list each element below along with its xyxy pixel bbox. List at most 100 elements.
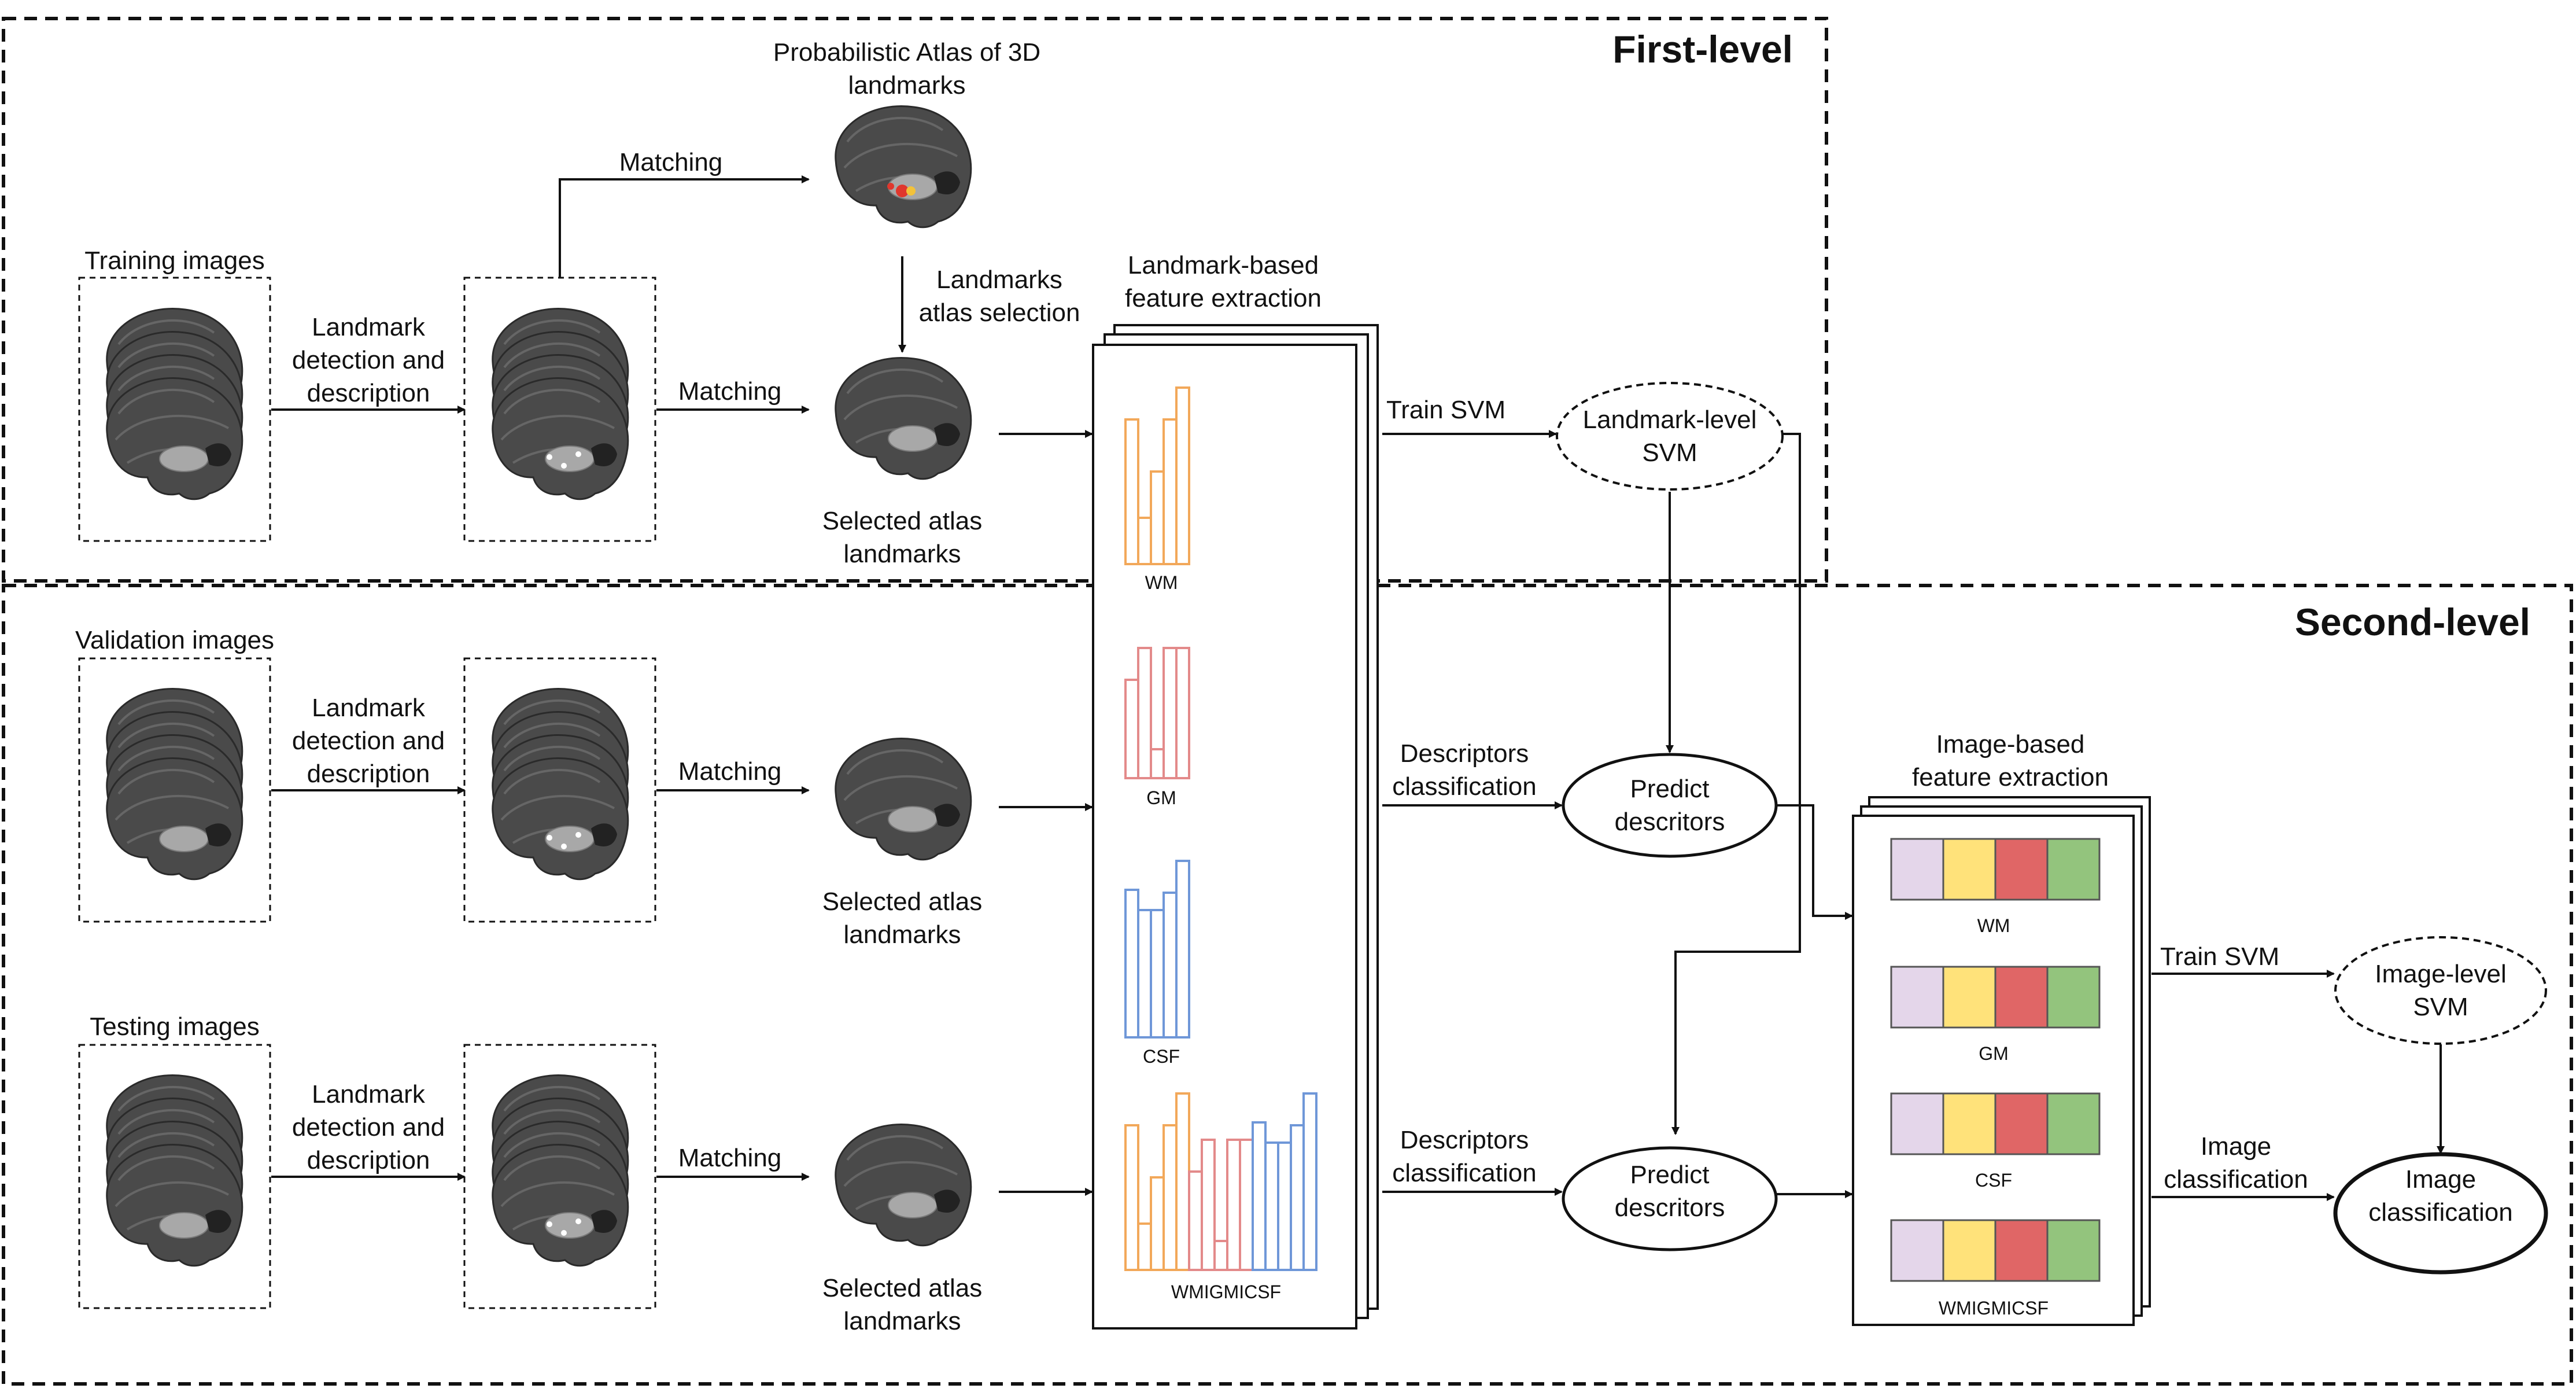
image-feature-bar-segment <box>1890 1219 1944 1282</box>
image-feature-bar-segment <box>1994 1092 2049 1155</box>
validation-images-label: Validation images <box>75 626 275 654</box>
image-feature-bar-segment <box>1890 1092 1944 1155</box>
selected-atlas-label-2: Selected atlas landmarks <box>822 888 983 949</box>
selected-atlas-label-1: Selected atlas landmarks <box>822 507 983 568</box>
validation-landmark-box <box>463 657 656 923</box>
atlas-landmark-point <box>887 183 894 190</box>
histogram-bar-combined-csf <box>1290 1124 1305 1271</box>
matching-label-3: Matching <box>678 1144 782 1172</box>
histogram-bar-combined-gm <box>1226 1139 1241 1271</box>
histogram-layer <box>1124 386 1317 1271</box>
histogram-label-wm: WM <box>1145 572 1178 593</box>
image-feature-bar-segment <box>2046 1219 2101 1282</box>
training-images-label: Training images <box>84 246 265 275</box>
image-feature-bar-segment <box>1942 1219 1996 1282</box>
histogram-bar-csf <box>1162 892 1178 1039</box>
atlas-brain <box>834 105 972 229</box>
predict-descriptors-node-1 <box>1562 753 1778 858</box>
histogram-label-csf: CSF <box>1143 1046 1180 1067</box>
landmark-detection-label-3: Landmark detection and description <box>291 1080 445 1174</box>
selected-atlas-brain-3 <box>834 1123 972 1247</box>
image-feature-bar-segment <box>2046 838 2101 901</box>
histogram-bar-wm <box>1150 470 1165 565</box>
selected-atlas-label-3: Selected atlas landmarks <box>822 1274 983 1335</box>
train-svm-label-1: Train SVM <box>1386 396 1506 424</box>
image-feature-bar-segment <box>1994 838 2049 901</box>
feature-bar-layer <box>1890 838 2101 1282</box>
matching-label-atlas: Matching <box>619 148 723 176</box>
landmarks-atlas-selection-label: Landmarks atlas selection <box>918 266 1080 327</box>
training-images-box <box>78 277 271 542</box>
image-feature-bar-segment <box>1942 1092 1996 1155</box>
predict-descriptors-label-1: Predict descritors <box>1614 775 1725 836</box>
histogram-bar-csf <box>1150 909 1165 1039</box>
image-feature-label-wm: WM <box>1977 915 2010 936</box>
histogram-bar-gm <box>1175 647 1190 779</box>
image-feature-bar-segment <box>1994 966 2049 1029</box>
histogram-bar-wm <box>1124 418 1139 565</box>
landmark-points <box>547 451 581 1236</box>
testing-brain-stack <box>107 1075 242 1265</box>
histogram-bar-combined-wm <box>1137 1222 1152 1271</box>
image-feature-bar-segment <box>2046 1092 2101 1155</box>
image-feature-bar-segment <box>1994 1219 2049 1282</box>
image-feature-bar-segment <box>1942 966 1996 1029</box>
histogram-label-gm: GM <box>1146 787 1176 808</box>
matching-label-1: Matching <box>678 377 782 406</box>
image-feature-bar-segment <box>1942 838 1996 901</box>
histogram-bar-gm <box>1137 647 1152 779</box>
image-feature-label-gm: GM <box>1979 1043 2009 1064</box>
landmark-level-svm-node <box>1556 382 1784 491</box>
histogram-bar-csf <box>1137 909 1152 1039</box>
histogram-bar-combined-csf <box>1252 1121 1267 1271</box>
image-feature-label-csf: CSF <box>1975 1170 2012 1191</box>
image-classification-edge-label: Image classification <box>2164 1132 2308 1194</box>
image-svm-label: Image-level SVM <box>2375 960 2507 1021</box>
landmark-detection-label-1: Landmark detection and description <box>291 313 445 407</box>
atlas-title: Probabilistic Atlas of 3D landmarks <box>773 38 1041 100</box>
selected-atlas-brain-1 <box>834 356 972 480</box>
validation-images-box <box>78 657 271 923</box>
image-level-svm-node <box>2334 936 2547 1045</box>
atlas-landmark-point <box>906 186 916 196</box>
image-classification-node <box>2333 1152 2548 1275</box>
testing-landmark-box <box>463 1044 656 1309</box>
landmark-detection-label-2: Landmark detection and description <box>291 694 445 788</box>
histogram-bar-csf <box>1124 889 1139 1039</box>
histogram-bar-combined-wm <box>1124 1124 1139 1271</box>
matching-label-2: Matching <box>678 757 782 786</box>
image-feature-extraction-title: Image-based feature extraction <box>1912 730 2109 791</box>
histogram-bar-wm <box>1137 517 1152 565</box>
histogram-bar-combined-wm <box>1175 1092 1190 1271</box>
histogram-bar-combined-gm <box>1213 1240 1228 1271</box>
histogram-bar-gm <box>1162 647 1178 779</box>
predict-descriptors-node-2 <box>1562 1146 1778 1251</box>
training-brain-stack <box>107 308 242 499</box>
selected-atlas-brain-2 <box>834 737 972 861</box>
histogram-bar-combined-gm <box>1188 1170 1203 1271</box>
training-landmark-stack <box>493 308 628 499</box>
image-feature-bar-segment <box>2046 966 2101 1029</box>
second-level-title: Second-level <box>2294 601 2530 643</box>
histogram-bar-wm <box>1162 418 1178 565</box>
arrows <box>271 175 2445 1201</box>
second-level-box <box>2 584 2573 1386</box>
histogram-bar-wm <box>1175 386 1190 565</box>
testing-landmark-stack <box>493 1075 628 1265</box>
histogram-bar-combined-wm <box>1150 1176 1165 1271</box>
validation-brain-stack <box>107 688 242 879</box>
predict-descriptors-label-2: Predict descritors <box>1614 1161 1725 1222</box>
testing-images-label: Testing images <box>90 1012 260 1041</box>
image-feature-bar-segment <box>1890 966 1944 1029</box>
histogram-label-combined: WMIGMICSF <box>1171 1281 1282 1302</box>
histogram-bar-combined-gm <box>1201 1139 1216 1271</box>
histogram-bar-gm <box>1150 748 1165 779</box>
landmark-feature-extraction-title: Landmark-based feature extraction <box>1125 251 1322 312</box>
testing-images-box <box>78 1044 271 1309</box>
image-feature-label-combined: WMIGMICSF <box>1938 1298 2049 1319</box>
image-feature-bar-segment <box>1890 838 1944 901</box>
atlas-landmark-point <box>896 185 909 197</box>
validation-landmark-stack <box>493 688 628 879</box>
